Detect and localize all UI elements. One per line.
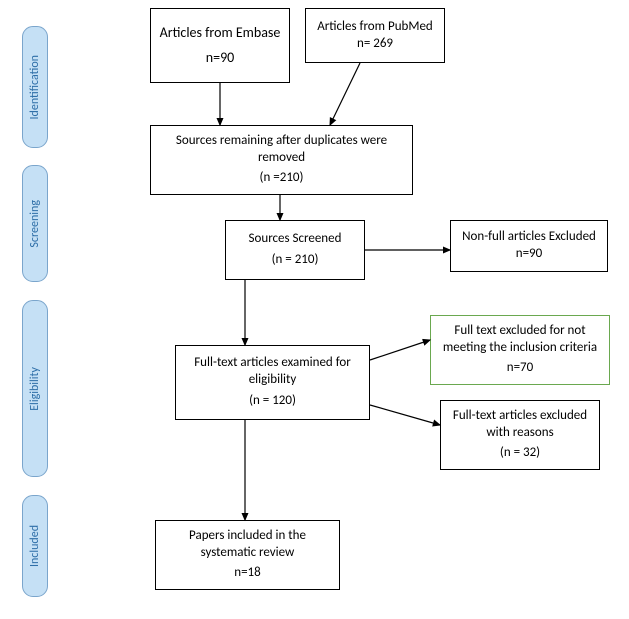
box-screened-n: (n = 210) xyxy=(272,252,319,269)
box-nonfull-title: Non-full articles Excluded xyxy=(462,229,596,246)
stage-screening-label: Screening xyxy=(28,200,42,248)
box-nonfull-n: n=90 xyxy=(516,246,542,263)
box-included: Papers included in the systematic review… xyxy=(155,520,340,590)
stage-identification-label: Identification xyxy=(28,55,42,119)
box-fulltext-title: Full-text articles examined for eligibil… xyxy=(184,355,361,389)
stage-eligibility: Eligibility xyxy=(22,300,48,477)
stage-included: Included xyxy=(22,495,48,597)
box-included-n: n=18 xyxy=(234,565,260,582)
box-pubmed-title: Articles from PubMed xyxy=(317,19,433,36)
box-screened-title: Sources Screened xyxy=(249,231,342,248)
stage-identification: Identification xyxy=(22,26,48,148)
box-included-title: Papers included in the systematic review xyxy=(164,528,331,562)
box-screened: Sources Screened (n = 210) xyxy=(225,220,365,280)
stage-screening: Screening xyxy=(22,165,48,282)
box-dedup-title: Sources remaining after duplicates were … xyxy=(159,133,404,167)
box-fulltext: Full-text articles examined for eligibil… xyxy=(175,345,370,420)
box-dedup-n: (n =210) xyxy=(260,170,304,187)
box-withreasons-title: Full-text articles excluded with reasons xyxy=(449,408,591,442)
box-embase-n: n=90 xyxy=(206,49,235,67)
box-pubmed-n: n= 269 xyxy=(357,36,393,53)
box-nonfull: Non-full articles Excluded n=90 xyxy=(450,220,608,272)
box-dedup: Sources remaining after duplicates were … xyxy=(150,125,413,195)
box-notmeet-title: Full text excluded for not meeting the i… xyxy=(439,323,601,357)
box-withreasons-n: (n = 32) xyxy=(500,445,540,462)
box-fulltext-n: (n = 120) xyxy=(249,393,296,410)
box-embase: Articles from Embase n=90 xyxy=(150,8,290,83)
box-embase-title: Articles from Embase xyxy=(160,24,281,42)
box-pubmed: Articles from PubMed n= 269 xyxy=(305,8,445,63)
box-notmeet: Full text excluded for not meeting the i… xyxy=(430,315,610,385)
stage-eligibility-label: Eligibility xyxy=(28,367,42,411)
box-notmeet-n: n=70 xyxy=(507,360,533,377)
stage-included-label: Included xyxy=(28,525,42,567)
box-withreasons: Full-text articles excluded with reasons… xyxy=(440,400,600,470)
